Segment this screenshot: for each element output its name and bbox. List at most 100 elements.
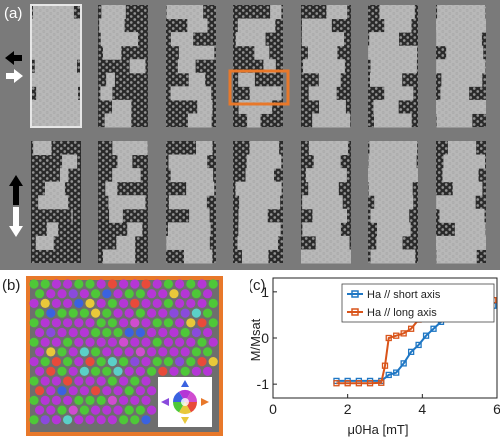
magnet-dot <box>40 357 50 367</box>
magnet-dot <box>96 415 106 425</box>
magnet-dot <box>152 318 162 328</box>
magnet-dot <box>169 327 179 338</box>
magnet-dot <box>79 347 89 357</box>
magnet-dot <box>130 376 140 386</box>
magnet-dot <box>51 357 62 367</box>
magnet-dot <box>63 337 73 347</box>
magnet-dot <box>163 357 173 367</box>
magnet-dot <box>63 376 73 386</box>
magnet-dot <box>163 279 173 289</box>
magnet-dot <box>152 298 162 308</box>
magnet-dot <box>147 366 157 376</box>
domain-image-tile <box>98 5 148 128</box>
magnet-dot <box>96 318 106 328</box>
magnet-dot <box>51 415 62 425</box>
magnet-dot <box>169 347 179 357</box>
data-point <box>366 380 374 387</box>
magnet-dot <box>107 298 117 308</box>
magnet-dot <box>169 289 179 299</box>
magnet-dot <box>152 279 162 289</box>
magnet-dot <box>186 298 196 308</box>
x-tick-label: 0 <box>269 401 277 417</box>
magnet-dot <box>203 308 213 318</box>
magnet-dot <box>91 405 101 415</box>
magnet-dot <box>35 405 45 415</box>
panel-b-color-map: (b) <box>2 276 223 436</box>
magnet-dot <box>35 347 45 357</box>
magnet-dot <box>208 318 218 328</box>
magnet-dot <box>158 366 168 376</box>
magnet-dot <box>85 357 95 367</box>
magnet-dot <box>74 298 84 308</box>
magnet-dot <box>191 347 201 357</box>
magnet-dot <box>46 327 56 338</box>
magnet-dot <box>96 279 106 289</box>
data-point <box>355 380 363 387</box>
magnet-dot <box>119 395 129 405</box>
magnet-dot <box>79 327 89 338</box>
magnet-dot <box>46 386 56 396</box>
magnet-dot <box>163 298 173 308</box>
magnet-dot <box>29 415 39 425</box>
magnet-dot <box>169 366 179 376</box>
magnet-dot <box>79 366 89 376</box>
magnet-dot <box>51 395 62 405</box>
magnet-dot <box>197 279 207 289</box>
magnet-dot <box>74 376 84 386</box>
magnet-dot <box>46 366 56 376</box>
magnet-dot <box>63 357 73 367</box>
data-point <box>407 325 415 332</box>
magnet-dot <box>124 386 134 396</box>
magnet-dot <box>113 366 123 376</box>
magnet-dot <box>113 405 123 415</box>
magnet-dot <box>175 279 185 289</box>
y-tick-label: 1 <box>261 284 269 300</box>
magnet-dot <box>35 289 45 299</box>
magnet-dot <box>96 298 106 308</box>
x-axis-label: μ0Ha [mT] <box>348 422 409 437</box>
arrow-left-icon <box>5 51 22 65</box>
magnet-dot <box>79 405 89 415</box>
magnet-dot <box>152 357 162 367</box>
data-point <box>385 371 392 379</box>
magnet-dot <box>141 318 151 328</box>
magnet-dot <box>107 279 117 289</box>
legend: Ha // short axis Ha // long axis <box>341 283 495 323</box>
domain-image-tile <box>31 141 81 264</box>
data-point <box>378 379 385 386</box>
domain-image-tile <box>368 141 418 264</box>
color-wheel-icon <box>158 377 212 427</box>
magnet-dot <box>29 337 39 347</box>
magnet-dot <box>180 308 190 318</box>
highlight-box <box>228 69 290 106</box>
magnet-dot <box>57 308 67 318</box>
magnet-dot <box>46 405 56 415</box>
magnet-dot <box>35 308 45 318</box>
magnet-dot <box>158 289 168 299</box>
magnet-dot <box>203 289 213 299</box>
data-point <box>344 380 351 387</box>
magnet-dot <box>147 405 157 415</box>
magnet-dot <box>113 327 123 338</box>
magnet-dot <box>74 415 84 425</box>
domain-image-tile <box>301 141 351 264</box>
magnet-dot <box>91 366 101 376</box>
panel-c-label: (c) <box>250 277 266 294</box>
magnet-dot <box>85 279 95 289</box>
magnet-dot <box>102 366 112 376</box>
magnet-dot <box>135 405 145 415</box>
magnet-dot <box>135 386 145 396</box>
magnet-dot <box>40 376 50 386</box>
magnet-dot <box>91 327 101 338</box>
y-tick-label: -1 <box>257 376 270 392</box>
data-point <box>407 348 415 355</box>
data-point <box>400 330 407 337</box>
magnet-dot <box>68 386 78 396</box>
domain-image-tile <box>31 5 81 128</box>
magnet-dot <box>91 289 101 299</box>
magnet-dot <box>130 357 140 367</box>
magnet-dot <box>208 357 218 367</box>
magnet-dot <box>85 376 95 386</box>
magnet-dot <box>57 289 67 299</box>
magnet-dot <box>135 327 145 338</box>
